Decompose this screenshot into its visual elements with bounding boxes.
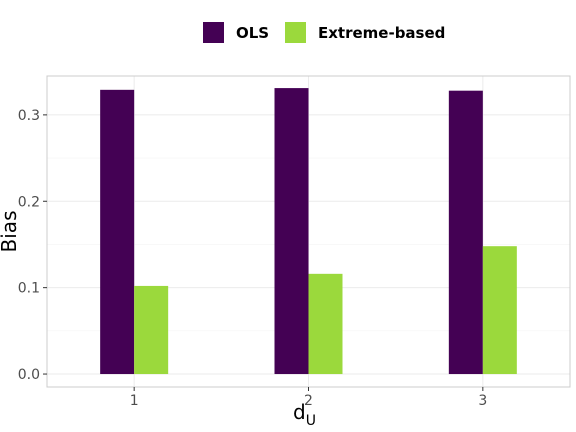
- y-tick-label: 0.1: [18, 281, 40, 297]
- legend: OLS Extreme-based: [203, 22, 445, 43]
- legend-label-ols: OLS: [236, 24, 269, 42]
- bar-extreme-based-2: [308, 273, 343, 375]
- x-tick-label: 3: [478, 393, 487, 409]
- bar-ols-3: [448, 90, 483, 375]
- x-axis-ticks: 1 2 3: [130, 387, 487, 409]
- legend-label-extreme-based: Extreme-based: [318, 24, 445, 42]
- bar-ols-1: [100, 89, 135, 375]
- y-tick-label: 0.2: [18, 194, 40, 210]
- bars: [100, 88, 517, 375]
- y-axis-title: Bias: [0, 211, 21, 253]
- y-tick-label: 0.0: [18, 367, 40, 383]
- x-tick-label: 2: [304, 393, 313, 409]
- legend-key-ols: [203, 22, 224, 43]
- x-axis-title-main: d: [293, 400, 306, 424]
- x-axis-title-subscript: U: [306, 413, 316, 429]
- bar-extreme-based-3: [482, 246, 517, 375]
- bar-extreme-based-1: [134, 285, 169, 375]
- x-tick-label: 1: [130, 393, 139, 409]
- y-tick-label: 0.3: [18, 108, 40, 124]
- x-axis-title: dU: [293, 400, 316, 429]
- bar-ols-2: [274, 88, 309, 375]
- legend-key-extreme-based: [285, 22, 306, 43]
- y-axis-ticks: 0.0 0.1 0.2 0.3: [18, 108, 47, 383]
